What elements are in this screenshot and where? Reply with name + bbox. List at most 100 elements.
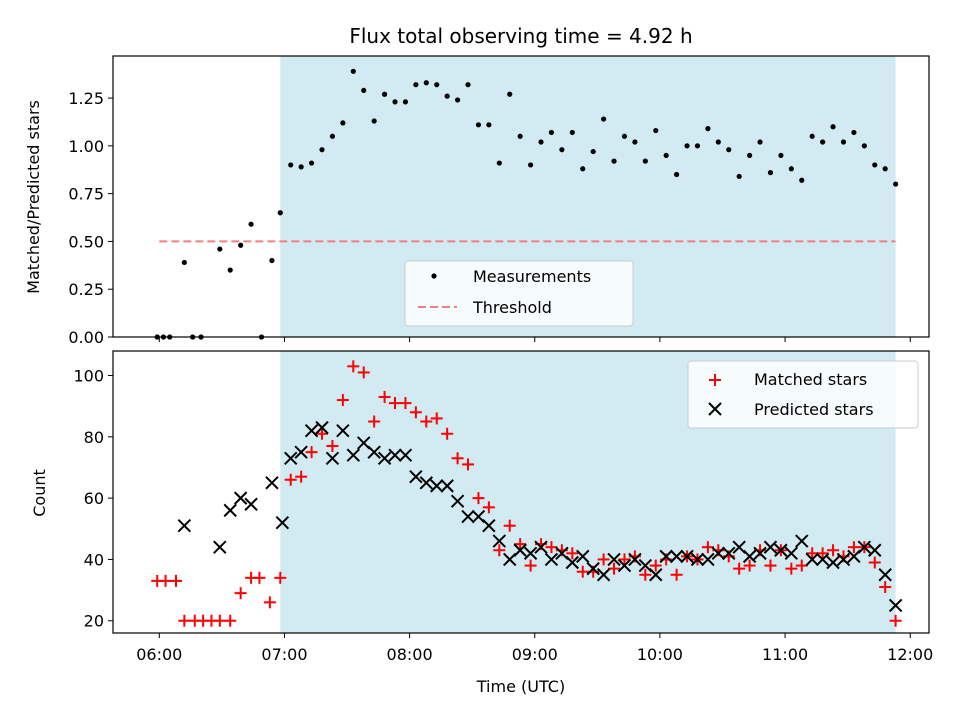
matched-star-point [566, 547, 579, 560]
predicted-star-point [367, 445, 381, 459]
ratio-panel-ylabel: Matched/Predicted stars [24, 100, 43, 294]
measurement-point [381, 91, 388, 97]
measurement-point [527, 162, 534, 168]
x-tick-label: 11:00 [762, 645, 808, 664]
predicted-star-point [878, 568, 892, 582]
predicted-star-point [774, 543, 788, 557]
measurement-point [319, 147, 325, 153]
matched-star-point [545, 541, 558, 554]
legend-threshold-label: Threshold [472, 298, 552, 317]
predicted-star-point [315, 420, 329, 435]
measurement-point [217, 246, 223, 252]
matched-star-point [316, 427, 329, 440]
ratio-panel-x-ticks [158, 337, 911, 342]
matched-star-point [649, 559, 662, 572]
count-panel-x-ticks: 06:00 07:00 08:00 09:00 10:00 11:00 12:00 [136, 633, 933, 664]
matched-star-point [357, 366, 370, 379]
predicted-star-point [346, 448, 361, 462]
matched-star-point [868, 556, 881, 569]
matched-star-point [274, 571, 287, 584]
measurement-point [861, 143, 867, 149]
count-panel-legend: Matched stars Predicted stars [687, 360, 919, 429]
count-panel: 20 40 60 80 100 06:00 07:00 08:00 09:00 10:00 11:… [30, 350, 933, 696]
y-tick-label: 1.25 [68, 89, 104, 108]
predicted-star-point [513, 543, 527, 557]
predicted-star-point [213, 540, 227, 554]
predicted-star-point [711, 546, 726, 561]
matched-star-point [169, 574, 182, 587]
predicted-star-point [294, 445, 308, 459]
ratio-panel-frame [112, 55, 930, 338]
y-tick-label: 0.50 [68, 232, 104, 251]
matched-star-point [378, 390, 391, 403]
measurement-point [392, 99, 398, 105]
predicted-star-point [450, 494, 465, 508]
matched-star-point [441, 427, 454, 440]
predicted-star-point [868, 543, 882, 557]
x-tick-label: 10:00 [637, 645, 683, 664]
matched-star-point [234, 587, 247, 600]
measurement-point [181, 259, 187, 266]
predicted-star-point [336, 423, 350, 438]
count-panel-frame [112, 350, 930, 634]
measurement-point [361, 87, 367, 94]
matched-star-point [326, 440, 339, 453]
matched-star-point [263, 596, 276, 609]
y-tick-label: 1.00 [68, 137, 104, 156]
predicted-star-point [784, 546, 799, 561]
matched-star-point [224, 614, 237, 627]
measurement-point [809, 133, 815, 139]
y-tick-label: 0.25 [68, 280, 104, 299]
y-tick-label: 80 [84, 428, 104, 447]
predicted-star-point [544, 552, 559, 567]
ratio-panel: 0.00 0.25 0.50 0.75 1.00 1.25 Matched/Predict… [24, 55, 930, 347]
x-tick-label: 06:00 [136, 645, 182, 664]
count-panel-ylabel: Count [30, 469, 49, 517]
measurement-point [757, 139, 763, 145]
matched-star-point [847, 541, 860, 554]
predicted-star-point [377, 451, 392, 465]
measurement-point [340, 120, 346, 126]
predicted-star-point [275, 515, 290, 530]
measurement-point [298, 164, 304, 170]
matched-star-point [159, 574, 172, 587]
predicted-star-point [690, 552, 705, 567]
x-tick-label: 09:00 [512, 645, 558, 664]
measurement-point [882, 166, 888, 172]
measurement-point [507, 91, 513, 97]
measurement-point [830, 124, 836, 130]
matched-star-point [284, 473, 297, 486]
ratio-panel-legend-box [404, 260, 634, 327]
measurement-point [559, 147, 565, 153]
predicted-star-point [680, 549, 694, 564]
legend-predicted-marker [708, 402, 722, 416]
matched-star-point [670, 568, 683, 581]
predicted-star-point [815, 552, 830, 567]
count-panel-y-ticks: 20 40 60 80 100 [73, 367, 113, 631]
predicted-star-point [888, 598, 903, 613]
measurement-point [238, 242, 244, 248]
predicted-star-point [523, 546, 538, 561]
ratio-panel-legend: Measurements Threshold [404, 260, 634, 327]
count-panel-points [151, 360, 903, 627]
predicted-star-point [177, 519, 192, 533]
measurement-point [726, 147, 732, 153]
measurement-point [788, 166, 794, 172]
matched-star-point [618, 553, 631, 566]
measurement-point [736, 173, 742, 180]
measurement-point [851, 129, 857, 136]
predicted-star-point [763, 540, 778, 554]
matched-star-point [764, 559, 777, 572]
predicted-star-point [233, 491, 248, 505]
predicted-star-point [826, 555, 840, 570]
matched-star-point [482, 501, 495, 514]
predicted-star-point [325, 451, 340, 465]
predicted-star-point [586, 561, 600, 576]
predicted-star-point [617, 558, 632, 573]
matched-star-point [472, 492, 485, 505]
measurement-point [350, 68, 356, 74]
measurement-point [569, 129, 575, 136]
matched-star-point [827, 544, 840, 557]
measurement-point [601, 116, 607, 122]
matched-star-point [368, 415, 381, 428]
